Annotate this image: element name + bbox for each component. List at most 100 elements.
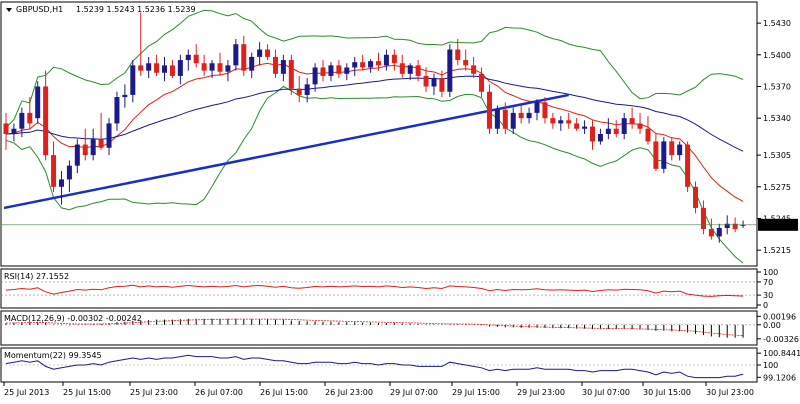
candle-body	[447, 49, 453, 92]
candle-body	[669, 141, 675, 156]
candle-body	[383, 54, 389, 66]
candle-body	[605, 128, 611, 134]
candle-body	[225, 65, 231, 72]
candle-body	[360, 62, 366, 68]
momentum-tick-label: 100.8441	[763, 349, 800, 358]
time-tick-label: 26 Jul 23:00	[325, 388, 373, 397]
rsi-title: RSI(14) 27.1552	[4, 272, 69, 281]
candle-body	[732, 223, 738, 230]
moving-average-red-line	[5, 62, 744, 202]
candle-body	[122, 94, 128, 98]
rsi-tick-label: 100	[763, 268, 778, 277]
current-price-label: 1.5239	[762, 221, 790, 230]
time-tick-label: 29 Jul 07:00	[390, 388, 438, 397]
candle-body	[376, 61, 381, 66]
macd-tick-label: -0.00326	[763, 335, 799, 344]
time-tick-label: 25 Jul 15:00	[63, 388, 111, 397]
bollinger-lower-line	[5, 85, 744, 264]
candle-body	[98, 139, 104, 148]
macd-title: MACD(12,26,9) -0.00302 -0.00242	[4, 314, 142, 323]
candle-body	[558, 120, 564, 124]
candle-body	[169, 65, 175, 76]
candle-body	[589, 126, 595, 142]
candle-body	[724, 223, 730, 228]
time-tick-label: 30 Jul 07:00	[582, 388, 630, 397]
momentum-title: Momentum(22) 99.3545	[4, 351, 102, 360]
candle-body	[526, 112, 532, 119]
candle-body	[518, 112, 524, 119]
candle-body	[272, 56, 278, 74]
candle-body	[740, 224, 746, 226]
candle-body	[27, 112, 33, 124]
rsi-line	[5, 284, 744, 297]
current-price-box	[758, 218, 798, 231]
price-tick-label: 1.5305	[763, 151, 791, 160]
candle-body	[708, 229, 714, 237]
candle-body	[312, 67, 318, 85]
candle-body	[130, 65, 136, 95]
candle-body	[82, 144, 88, 156]
candle-body	[510, 112, 516, 129]
candle-body	[693, 186, 699, 208]
symbol-title: GBPUSD,H1	[16, 5, 63, 14]
candle-body	[407, 65, 413, 74]
candle-body	[162, 65, 168, 73]
time-tick-label: 29 Jul 15:00	[452, 388, 500, 397]
candle-body	[685, 144, 691, 187]
candle-body	[423, 75, 429, 87]
price-tick-label: 1.5430	[763, 19, 791, 28]
candle-body	[439, 78, 445, 92]
price-tick-label: 1.5275	[763, 183, 791, 192]
price-tick-label: 1.5370	[763, 82, 791, 91]
candle-body	[368, 61, 374, 68]
candle-body	[677, 144, 683, 156]
candle-body	[280, 60, 286, 74]
candle-body	[542, 102, 548, 119]
candle-body	[35, 86, 41, 119]
candle-body	[479, 73, 485, 92]
candle-body	[621, 118, 627, 134]
momentum-tick-label: 100	[763, 361, 778, 370]
time-tick-label: 25 Jul 23:00	[130, 388, 178, 397]
candle-body	[257, 49, 263, 57]
momentum-panel: 100.8441 100 99.1206 Momentum(22) 99.3545	[0, 347, 800, 383]
candle-body	[431, 78, 437, 87]
candle-body	[74, 144, 80, 166]
candle-body	[58, 179, 64, 187]
time-tick-label: 30 Jul 15:00	[643, 388, 691, 397]
candle-body	[154, 63, 160, 73]
candle-body	[597, 134, 603, 142]
candle-body	[185, 54, 191, 61]
price-tick-label: 1.5215	[763, 246, 791, 255]
candle-body	[146, 63, 152, 71]
candle-body	[399, 63, 405, 74]
candle-body	[352, 62, 358, 68]
candle-body	[43, 86, 49, 156]
candle-body	[265, 49, 271, 57]
main-price-panel: 1.5430 1.5400 1.5370 1.5340 1.5305 1.5275 1.52…	[0, 1, 798, 267]
candle-body	[106, 123, 112, 148]
candle-body	[637, 123, 643, 129]
candle-body	[471, 65, 477, 74]
candle-body	[494, 109, 500, 129]
candle-body	[288, 60, 294, 89]
candle-body	[574, 123, 580, 129]
time-tick-label: 25 Jul 2013	[4, 388, 49, 397]
momentum-tick-label: 99.1206	[763, 373, 796, 382]
candle-body	[344, 67, 350, 74]
rsi-tick-label: 30	[763, 291, 773, 300]
candle-body	[716, 227, 722, 237]
rsi-tick-label: 0	[763, 301, 768, 310]
candle-body	[582, 126, 588, 129]
macd-panel-frame	[0, 310, 758, 346]
time-tick-label: 26 Jul 07:00	[195, 388, 243, 397]
rsi-tick-label: 70	[763, 278, 773, 287]
candle-body	[217, 63, 223, 72]
candle-body	[486, 91, 492, 129]
time-tick-label: 26 Jul 15:00	[260, 388, 308, 397]
time-axis: 25 Jul 2013 25 Jul 15:00 25 Jul 23:00 26 Ju…	[3, 382, 754, 397]
candle-body	[233, 44, 239, 66]
